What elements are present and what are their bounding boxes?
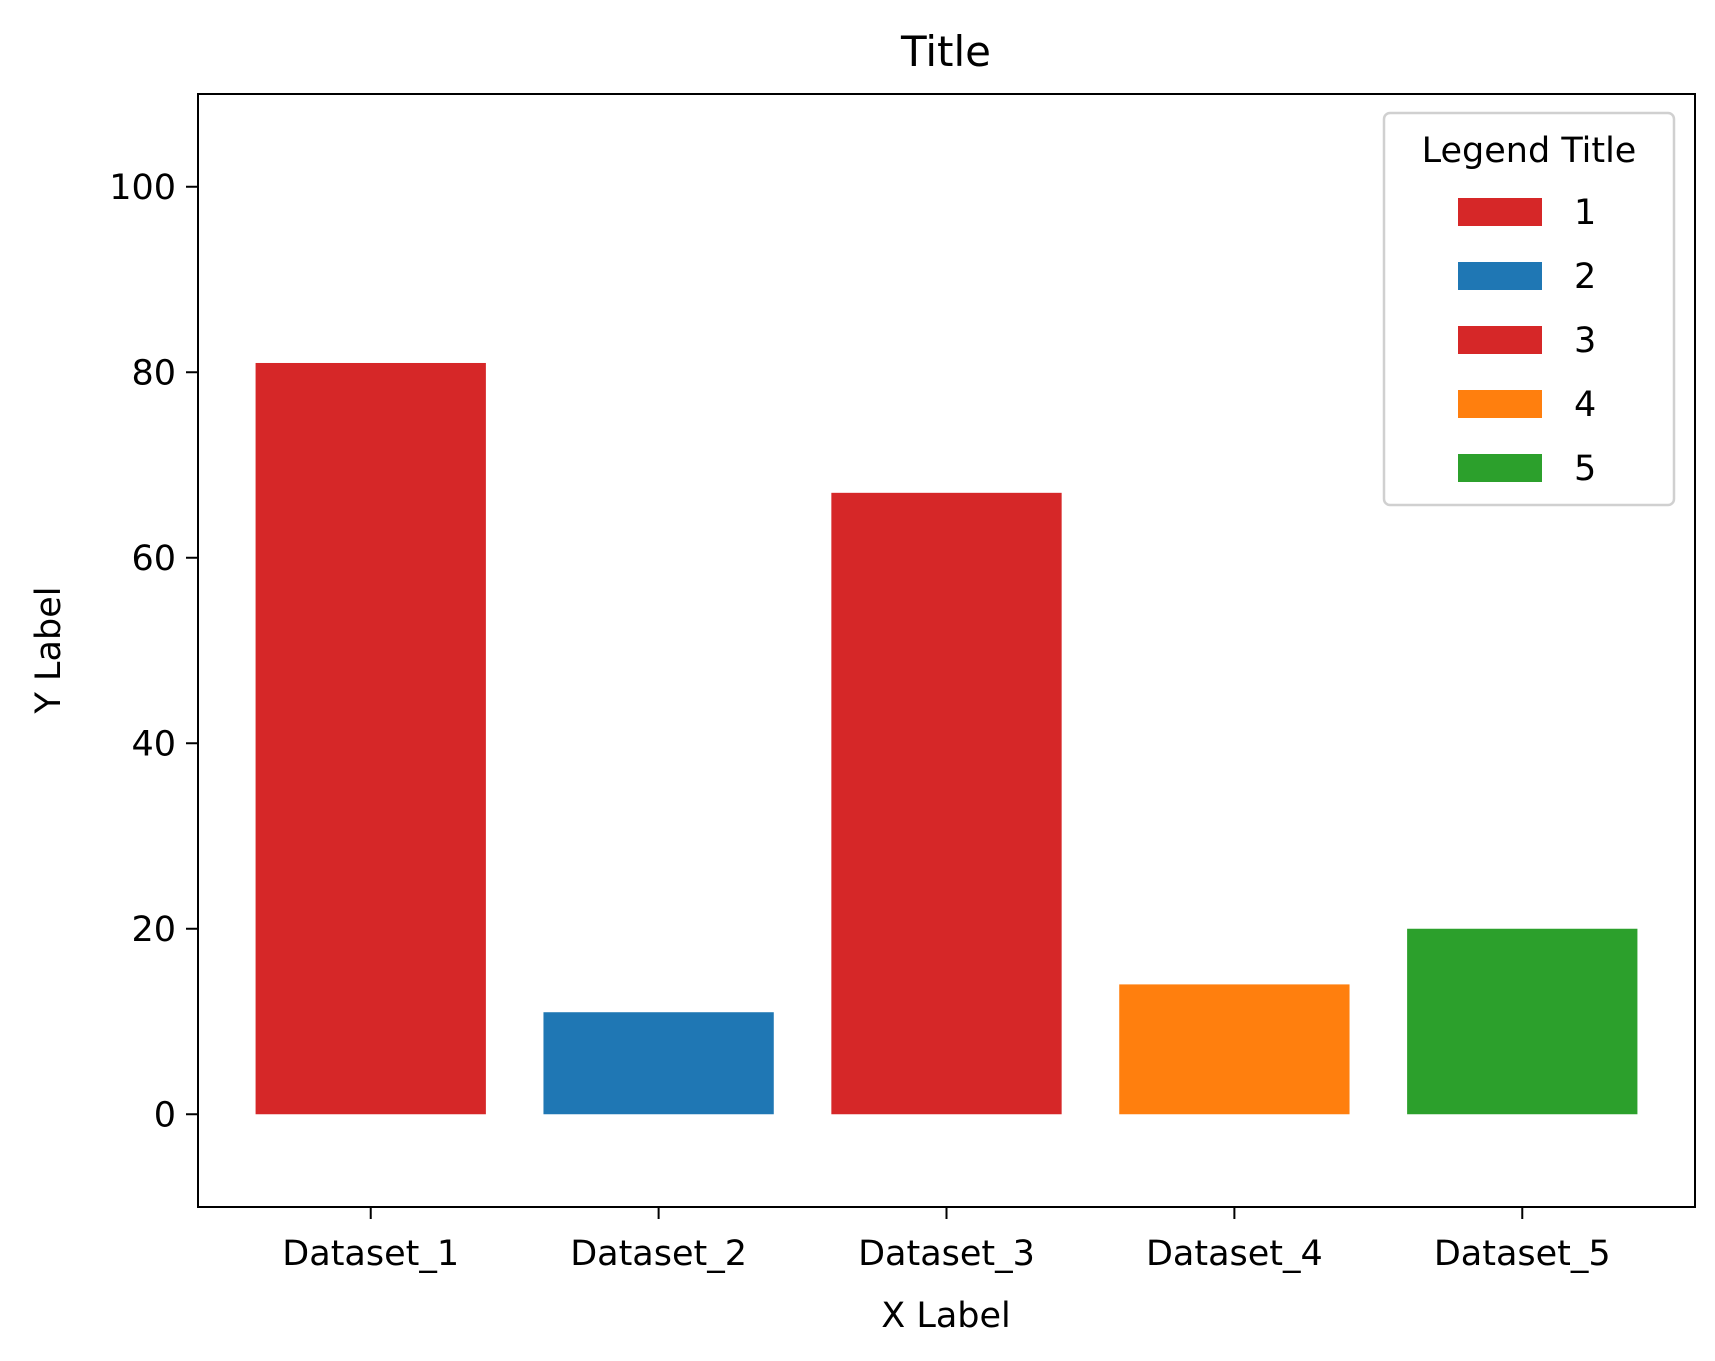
legend-label: 2	[1574, 257, 1596, 297]
plot-border	[197, 93, 1696, 1208]
bars-group	[255, 362, 1638, 1115]
legend-swatch	[1458, 262, 1542, 290]
legend-label: 5	[1574, 449, 1596, 489]
x-tick-label: Dataset_3	[858, 1234, 1035, 1274]
legend-swatch	[1458, 326, 1542, 354]
legend-label: 4	[1574, 385, 1596, 425]
y-tick-label: 100	[109, 168, 176, 208]
bar-dataset-3	[831, 492, 1062, 1115]
y-axis-title: Y Label	[29, 587, 69, 715]
x-tick-label: Dataset_2	[570, 1234, 747, 1274]
legend-label: 3	[1574, 321, 1596, 361]
bar-dataset-2	[543, 1012, 774, 1115]
legend-swatch	[1458, 390, 1542, 418]
legend-swatch	[1458, 198, 1542, 226]
legend: Legend Title 1 2 3 4 5	[1382, 111, 1676, 507]
y-axis: 0 20 40 60 80 100	[109, 168, 198, 1135]
legend-title: Legend Title	[1422, 131, 1637, 171]
y-tick-label: 80	[131, 353, 176, 393]
legend-swatch	[1458, 454, 1542, 482]
legend-box	[1382, 111, 1676, 507]
bar-dataset-4	[1119, 984, 1350, 1115]
x-axis: Dataset_1 Dataset_2 Dataset_3 Dataset_4 Data…	[282, 1207, 1611, 1274]
bar-dataset-1	[255, 362, 486, 1115]
y-tick-label: 40	[131, 724, 176, 764]
legend-entries: 1 2 3 4 5	[1458, 193, 1596, 489]
y-tick-label: 0	[154, 1095, 176, 1135]
x-tick-label: Dataset_1	[282, 1234, 459, 1274]
chart-title: Title	[900, 27, 991, 76]
x-axis-title: X Label	[881, 1296, 1011, 1336]
bar-dataset-5	[1407, 928, 1638, 1115]
x-tick-label: Dataset_4	[1146, 1234, 1323, 1274]
y-tick-label: 20	[131, 910, 176, 950]
x-tick-label: Dataset_5	[1434, 1234, 1611, 1274]
legend-label: 1	[1574, 193, 1596, 233]
y-tick-label: 60	[131, 539, 176, 579]
